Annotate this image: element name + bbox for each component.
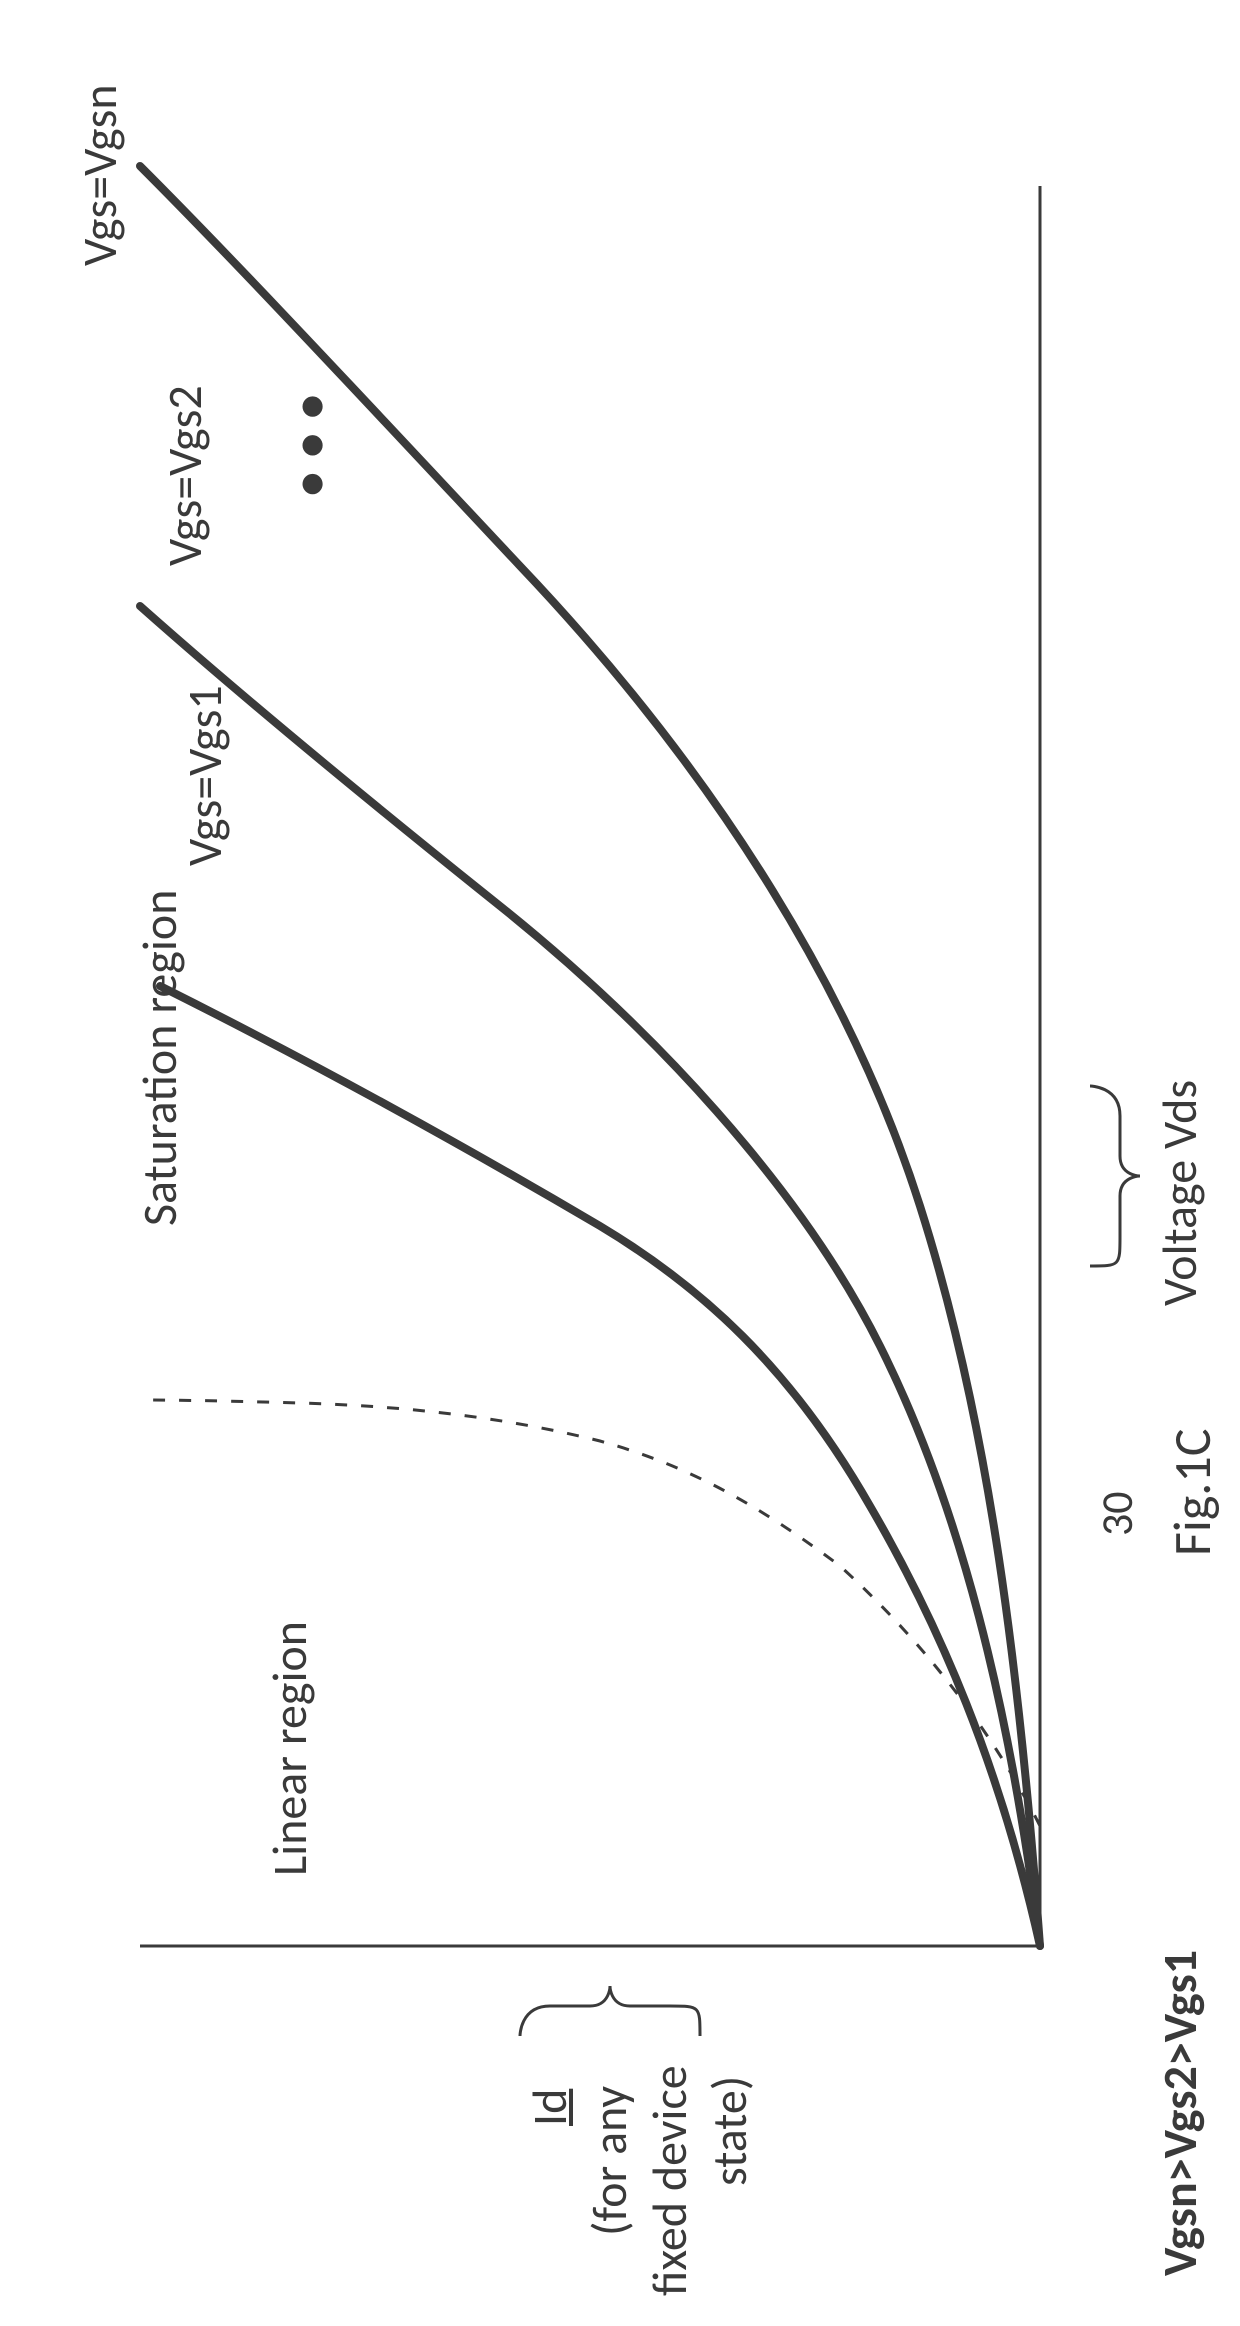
y-axis-label-line4: state): [700, 2076, 759, 2186]
y-axis-label-line3: fixed device: [640, 2065, 699, 2296]
curve-label-vgs1: Vgs=Vgs1: [175, 685, 234, 866]
saturation-region-label: Saturation region: [130, 890, 189, 1226]
figure-canvas: Linear region Saturation region Vgs=Vgsn…: [0, 0, 1240, 2326]
figure-caption: Fig.1C: [1160, 1428, 1224, 1556]
y-axis-label-id: Id: [520, 2089, 579, 2126]
ref-number: 30: [1090, 1491, 1144, 1536]
linear-region-label: Linear region: [260, 1621, 319, 1876]
y-label-brace: [520, 1986, 700, 2036]
curve-label-vgs2: Vgs=Vgs2: [155, 385, 214, 566]
y-axis-label-line2: (for any: [580, 2086, 639, 2236]
x-axis-label: Voltage Vds: [1150, 1080, 1209, 1306]
vgs-inequality: Vgsn>Vgs2>Vgs1: [1150, 1950, 1209, 2276]
x-label-brace: [1090, 1086, 1140, 1266]
curve-label-vgsn: Vgs=Vgsn: [70, 84, 129, 266]
curve-ellipsis: • • •: [280, 393, 339, 496]
rotated-stage: Linear region Saturation region Vgs=Vgsn…: [0, 0, 1240, 2326]
